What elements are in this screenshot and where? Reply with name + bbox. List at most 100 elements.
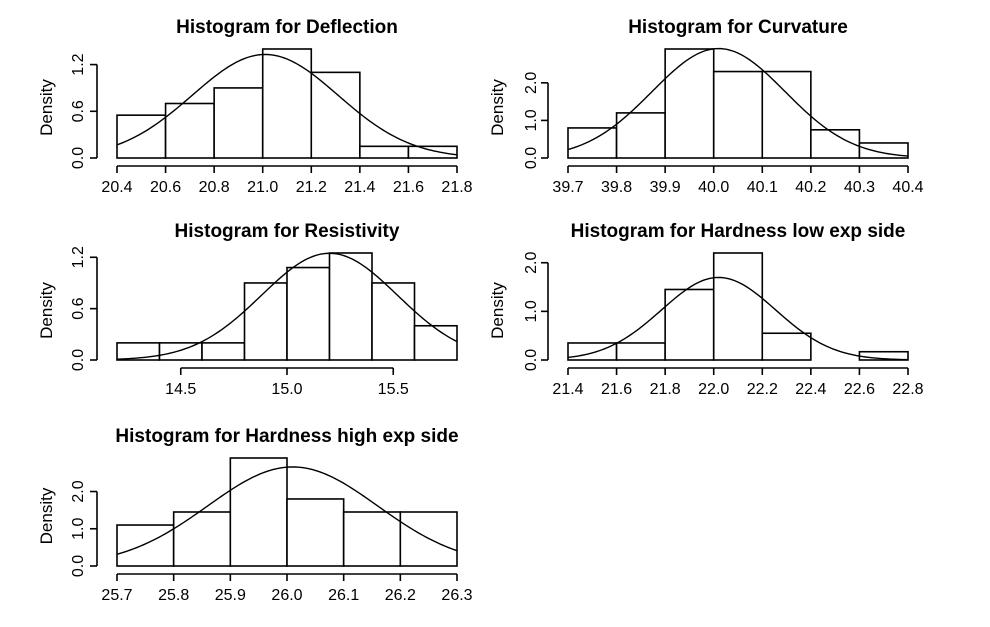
x-tick-label: 20.8: [199, 179, 230, 196]
histogram-bar: [664, 48, 715, 159]
histogram-bar: [243, 282, 288, 361]
x-tick-label: 26.2: [385, 587, 416, 604]
histogram-bar: [712, 70, 764, 159]
histogram-bar: [164, 102, 215, 159]
x-tick-label: 22.0: [698, 381, 729, 398]
normal-density-curve: [116, 53, 458, 156]
histogram-panel-1: Histogram for Deflection Density 20.4 20.6 2…: [37, 17, 473, 196]
histogram-bar: [328, 252, 373, 361]
x-tick-label: 21.6: [601, 381, 632, 398]
x-tick-label: 39.9: [650, 179, 681, 196]
panel-title: Histogram for Resistivity: [175, 221, 400, 242]
histogram-bar: [615, 112, 666, 159]
y-tick-label: 0.6: [70, 100, 87, 122]
histogram-panel-4: Histogram for Hardness low exp side Densi…: [488, 221, 924, 398]
y-tick-label: 1.0: [523, 109, 540, 131]
histogram-bar: [761, 70, 812, 159]
y-tick-label: 2.0: [70, 480, 87, 502]
histogram-bar: [399, 511, 458, 567]
x-tick-label: 21.4: [344, 179, 375, 196]
histogram-panel-2: Histogram for Curvature Density 39.7 39.8 39…: [488, 17, 924, 196]
x-tick-label: 39.7: [552, 179, 583, 196]
x-tick-label: 22.2: [747, 381, 778, 398]
x-tick-label: 22.6: [844, 381, 875, 398]
x-tick-label: 21.4: [552, 381, 583, 398]
histogram-bar: [664, 288, 715, 361]
y-axis-label: Density: [37, 282, 56, 339]
histogram-bar: [712, 252, 764, 361]
y-tick-label: 1.0: [523, 300, 540, 322]
x-tick-label: 21.6: [393, 179, 424, 196]
x-tick-label: 40.1: [747, 179, 778, 196]
normal-density-curve: [567, 47, 909, 157]
x-tick-label: 21.8: [650, 381, 681, 398]
histogram-bar: [286, 266, 331, 361]
x-tick-label: 26.1: [328, 587, 359, 604]
x-tick-label: 40.4: [892, 179, 923, 196]
x-tick-label: 22.4: [795, 381, 826, 398]
panel-title: Histogram for Hardness high exp side: [115, 426, 458, 447]
x-tick-label: 21.0: [247, 179, 278, 196]
x-tick-label: 21.2: [296, 179, 327, 196]
y-tick-label: 0.0: [523, 349, 540, 371]
x-tick-label: 14.5: [165, 381, 196, 398]
x-tick-label: 39.8: [601, 179, 632, 196]
x-tick-label: 15.5: [378, 381, 409, 398]
x-tick-label: 21.8: [441, 179, 472, 196]
x-tick-label: 25.8: [158, 587, 189, 604]
histogram-bar: [310, 71, 361, 159]
y-tick-label: 0.0: [70, 349, 87, 371]
y-axis-label: Density: [37, 487, 56, 544]
y-tick-label: 0.0: [70, 555, 87, 577]
histogram-bar: [201, 342, 246, 361]
panel-title: Histogram for Deflection: [176, 17, 398, 38]
normal-density-curve: [116, 466, 458, 555]
histogram-bar: [761, 332, 812, 361]
histogram-bar: [567, 127, 618, 159]
histogram-bar: [172, 511, 232, 567]
x-tick-label: 20.4: [101, 179, 132, 196]
panel-title: Histogram for Hardness low exp side: [571, 221, 906, 242]
histogram-bar: [407, 145, 458, 159]
y-tick-label: 1.2: [70, 246, 87, 268]
x-tick-label: 40.3: [844, 179, 875, 196]
x-tick-label: 25.7: [101, 587, 132, 604]
y-tick-label: 2.0: [523, 72, 540, 94]
y-tick-label: 0.6: [70, 297, 87, 319]
y-tick-label: 1.0: [70, 518, 87, 540]
y-tick-label: 2.0: [523, 252, 540, 274]
histogram-bar: [359, 145, 410, 159]
x-tick-label: 25.9: [215, 587, 246, 604]
histogram-bar: [116, 524, 175, 567]
histogram-panel-5: Histogram for Hardness high exp side Dens…: [37, 426, 473, 604]
histogram-bar: [567, 342, 618, 361]
panel-title: Histogram for Curvature: [628, 17, 848, 38]
histogram-bar: [371, 282, 416, 361]
histogram-bar: [413, 324, 458, 361]
histogram-bar: [342, 511, 402, 567]
x-tick-label: 22.8: [892, 381, 923, 398]
histogram-bar: [229, 457, 288, 567]
histogram-bar: [615, 342, 666, 361]
y-axis-label: Density: [37, 79, 56, 136]
x-tick-label: 15.0: [271, 381, 302, 398]
x-tick-label: 26.0: [271, 587, 302, 604]
histogram-bar: [261, 48, 313, 159]
histogram-panel-3: Histogram for Resistivity Density 14.5 15.0…: [37, 221, 458, 398]
y-tick-label: 0.0: [70, 147, 87, 169]
x-tick-label: 26.3: [441, 587, 472, 604]
y-tick-label: 0.0: [523, 147, 540, 169]
normal-density-curve: [116, 252, 458, 360]
y-axis-label: Density: [488, 282, 507, 339]
histogram-bar: [286, 498, 345, 567]
y-tick-label: 1.2: [70, 53, 87, 75]
histogram-bar: [213, 87, 264, 159]
x-tick-label: 40.2: [795, 179, 826, 196]
x-tick-label: 20.6: [150, 179, 181, 196]
histogram-bar: [158, 342, 203, 361]
x-tick-label: 40.0: [698, 179, 729, 196]
normal-density-curve: [567, 276, 909, 361]
histogram-bar: [116, 114, 167, 159]
y-axis-label: Density: [488, 79, 507, 136]
